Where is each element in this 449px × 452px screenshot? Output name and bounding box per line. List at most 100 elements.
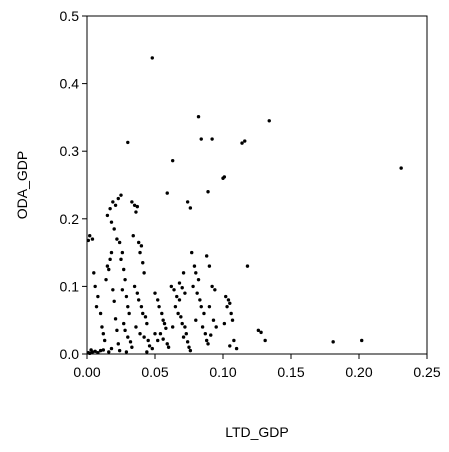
data-point — [135, 204, 140, 209]
data-point — [211, 318, 216, 322]
data-point — [105, 264, 110, 268]
data-point — [161, 318, 165, 322]
data-point — [113, 203, 118, 207]
data-point — [190, 250, 194, 255]
data-point — [142, 335, 146, 339]
data-point — [228, 301, 232, 305]
data-point — [240, 141, 244, 145]
data-point — [177, 298, 182, 302]
data-point — [226, 298, 231, 302]
data-point — [222, 175, 227, 179]
data-point — [119, 257, 123, 262]
data-point — [109, 250, 114, 255]
data-point — [141, 311, 145, 316]
data-point — [399, 166, 403, 170]
data-point — [195, 291, 199, 295]
data-point — [207, 264, 212, 268]
data-point — [130, 345, 134, 349]
data-point — [100, 325, 104, 329]
x-tick-label: 0.00 — [73, 364, 100, 380]
y-tick-label: 0.5 — [60, 8, 80, 24]
data-point — [199, 304, 203, 309]
data-point — [88, 234, 92, 238]
data-point — [124, 350, 129, 354]
data-point — [165, 342, 169, 346]
points-layer — [86, 56, 403, 356]
data-point — [94, 304, 99, 309]
data-point — [93, 284, 97, 289]
data-point — [116, 342, 120, 346]
data-point — [119, 193, 123, 197]
data-point — [126, 304, 130, 309]
data-point — [245, 264, 250, 268]
data-point — [128, 340, 133, 344]
data-point — [90, 237, 95, 241]
data-point — [200, 325, 205, 329]
data-point — [150, 56, 154, 60]
data-point — [259, 330, 263, 335]
data-point — [177, 281, 182, 285]
data-point — [115, 237, 119, 241]
data-point — [214, 325, 218, 329]
data-point — [206, 342, 210, 346]
x-tick-label: 0.20 — [345, 364, 372, 380]
data-point — [132, 203, 137, 207]
data-point — [196, 277, 201, 282]
y-tick-label: 0.1 — [60, 278, 80, 294]
data-point — [169, 284, 174, 289]
data-point — [96, 350, 100, 355]
data-point — [170, 325, 175, 329]
data-point — [145, 321, 149, 326]
data-point — [160, 311, 164, 316]
data-point — [112, 299, 116, 303]
y-tick-label: 0.3 — [60, 143, 80, 159]
data-point — [194, 318, 198, 322]
data-point — [136, 240, 141, 245]
data-point — [109, 346, 114, 351]
data-point — [96, 294, 100, 299]
data-point — [198, 298, 202, 302]
data-point — [181, 271, 186, 275]
data-point — [228, 344, 232, 348]
data-point — [267, 119, 271, 123]
data-point — [180, 286, 184, 290]
data-point — [210, 284, 214, 289]
data-point — [145, 350, 149, 354]
y-axis: 0.0 0.1 0.2 0.3 0.4 0.5 — [60, 8, 87, 362]
plot-area-frame — [86, 15, 428, 355]
data-point — [143, 315, 148, 319]
data-point — [181, 335, 186, 339]
data-point — [98, 348, 103, 353]
data-point — [104, 277, 108, 282]
y-tick-label: 0.0 — [60, 346, 80, 362]
y-axis-label: ODA_GDP — [14, 151, 30, 219]
data-point — [185, 200, 190, 204]
y-tick-label: 0.4 — [60, 76, 80, 92]
data-point — [225, 304, 229, 309]
data-point — [204, 338, 209, 343]
data-point — [153, 332, 157, 336]
data-point — [101, 348, 106, 352]
data-point — [232, 338, 236, 343]
data-point — [187, 345, 191, 349]
data-point — [131, 234, 135, 238]
data-point — [120, 288, 125, 292]
data-point — [179, 315, 183, 319]
data-point — [138, 250, 142, 255]
data-point — [188, 348, 193, 353]
data-point — [134, 210, 138, 214]
data-point — [170, 158, 175, 163]
data-point — [123, 277, 127, 282]
x-tick-label: 0.05 — [141, 364, 168, 380]
data-point — [184, 332, 188, 336]
data-point — [191, 284, 195, 289]
data-point — [139, 304, 144, 309]
data-point — [98, 311, 103, 316]
data-point — [126, 140, 130, 145]
data-point — [263, 338, 267, 343]
data-point — [150, 346, 154, 351]
data-point — [196, 115, 201, 119]
data-point — [234, 346, 239, 351]
x-tick-label: 0.10 — [209, 364, 236, 380]
